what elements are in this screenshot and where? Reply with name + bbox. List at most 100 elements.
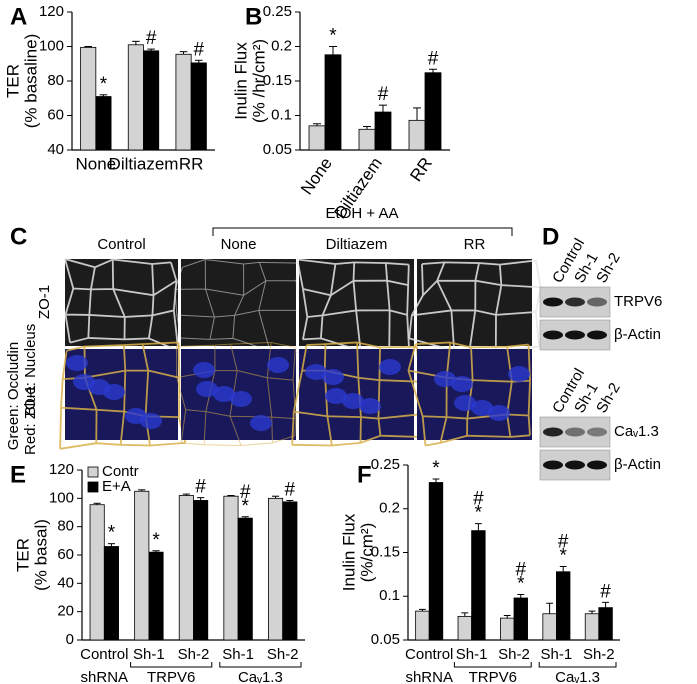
column-label: None [221, 236, 257, 253]
error-bar [286, 499, 294, 502]
nucleus [250, 415, 272, 431]
nucleus [230, 391, 252, 407]
error-bar [93, 502, 101, 505]
x-tick-label: Sh-1 [456, 646, 488, 663]
y-axis-label: (% /hr/cm²) [249, 39, 268, 123]
band [543, 460, 563, 470]
annotation: # [378, 84, 389, 105]
bar [374, 111, 392, 151]
y-tick-label: 0.2 [271, 37, 292, 54]
group-label: shRNA [81, 669, 129, 684]
band-label: TRPV6 [614, 293, 662, 310]
micrograph-texture [408, 259, 542, 354]
x-tick-label: Sh-1 [222, 646, 254, 663]
group-bracket [130, 662, 213, 668]
bar [89, 504, 105, 641]
error-bar [99, 94, 108, 97]
nucleus [322, 369, 344, 385]
y-tick-label: 0.15 [263, 72, 292, 89]
y-axis-label: Inulin Flux [231, 42, 250, 120]
bar [358, 128, 376, 151]
bar [190, 62, 207, 151]
group-bracket [219, 662, 302, 668]
error-bar [194, 59, 203, 63]
bar [556, 571, 571, 641]
cell-borders [296, 258, 411, 354]
group-label: TRPV6 [469, 669, 517, 684]
y-axis-label: (% basal) [31, 519, 50, 591]
nucleus [342, 393, 364, 409]
annotation: * [152, 530, 160, 551]
error-bar [503, 615, 511, 619]
bar [324, 54, 342, 151]
annotation: # [515, 560, 526, 581]
band [543, 297, 563, 307]
annotation: * [100, 74, 108, 95]
bar [542, 613, 557, 641]
x-tick-label: Control [80, 646, 128, 663]
nucleus [125, 408, 147, 424]
group-label: TRPV6 [147, 669, 195, 684]
y-tick-label: 100 [39, 37, 64, 54]
group-label: Caᵥ1.3 [238, 669, 283, 684]
nucleus [451, 376, 473, 392]
y-tick-label: 0.25 [263, 3, 292, 20]
bar [268, 497, 284, 641]
band [587, 427, 607, 437]
nucleus [454, 395, 476, 411]
panel-letter: B [245, 3, 262, 30]
nucleus [213, 386, 235, 402]
error-bar [107, 543, 116, 547]
annotation: # [285, 479, 296, 500]
legend-swatch [87, 481, 99, 493]
bar [223, 495, 239, 641]
micrograph [417, 349, 532, 440]
error-bar [602, 601, 609, 608]
column-label: Control [97, 236, 145, 253]
error-bar [379, 104, 387, 113]
y-axis-label: (%/cm²) [357, 523, 376, 582]
error-bar [241, 516, 249, 519]
band-label: β-Actin [614, 456, 661, 473]
legend-label: Contr [102, 463, 139, 480]
cell-borders [174, 259, 302, 354]
error-bar [413, 107, 421, 121]
annotation: * [432, 458, 440, 479]
error-bar [138, 489, 146, 492]
x-tick-label: None [76, 154, 117, 173]
bar [237, 517, 253, 641]
x-tick-label: Diltiazem [109, 154, 179, 173]
error-bar [132, 40, 140, 45]
bar [95, 96, 112, 151]
panel-letter: A [10, 3, 27, 30]
x-tick-label: Sh-2 [178, 646, 210, 663]
bar [500, 617, 515, 641]
bar [148, 551, 164, 641]
error-bar [559, 566, 567, 572]
y-tick-label: 100 [49, 489, 74, 506]
annotation: # [195, 477, 206, 498]
panel-letter: E [10, 461, 26, 488]
lane-label: Sh-2 [593, 380, 624, 416]
annotation: * [329, 26, 337, 47]
nucleus [359, 398, 381, 414]
annotation: * [559, 546, 567, 567]
bar [428, 482, 444, 641]
y-tick-label: 0.1 [271, 106, 292, 123]
bar [175, 53, 192, 151]
row-label: ZO-1 [36, 285, 53, 319]
y-tick-label: 40 [57, 574, 74, 591]
error-bar [329, 46, 337, 55]
annotation: * [475, 503, 483, 524]
micrograph-texture [291, 341, 422, 447]
header-bracket [212, 227, 513, 236]
bar [178, 495, 194, 641]
error-bar [227, 495, 235, 497]
y-tick-label: 80 [57, 518, 74, 535]
x-tick-label: RR [179, 154, 204, 173]
y-tick-label: 60 [57, 546, 74, 563]
band-label: β-Actin [614, 326, 661, 343]
error-bar [474, 523, 482, 531]
group-label: Caᵥ1.3 [555, 669, 600, 684]
